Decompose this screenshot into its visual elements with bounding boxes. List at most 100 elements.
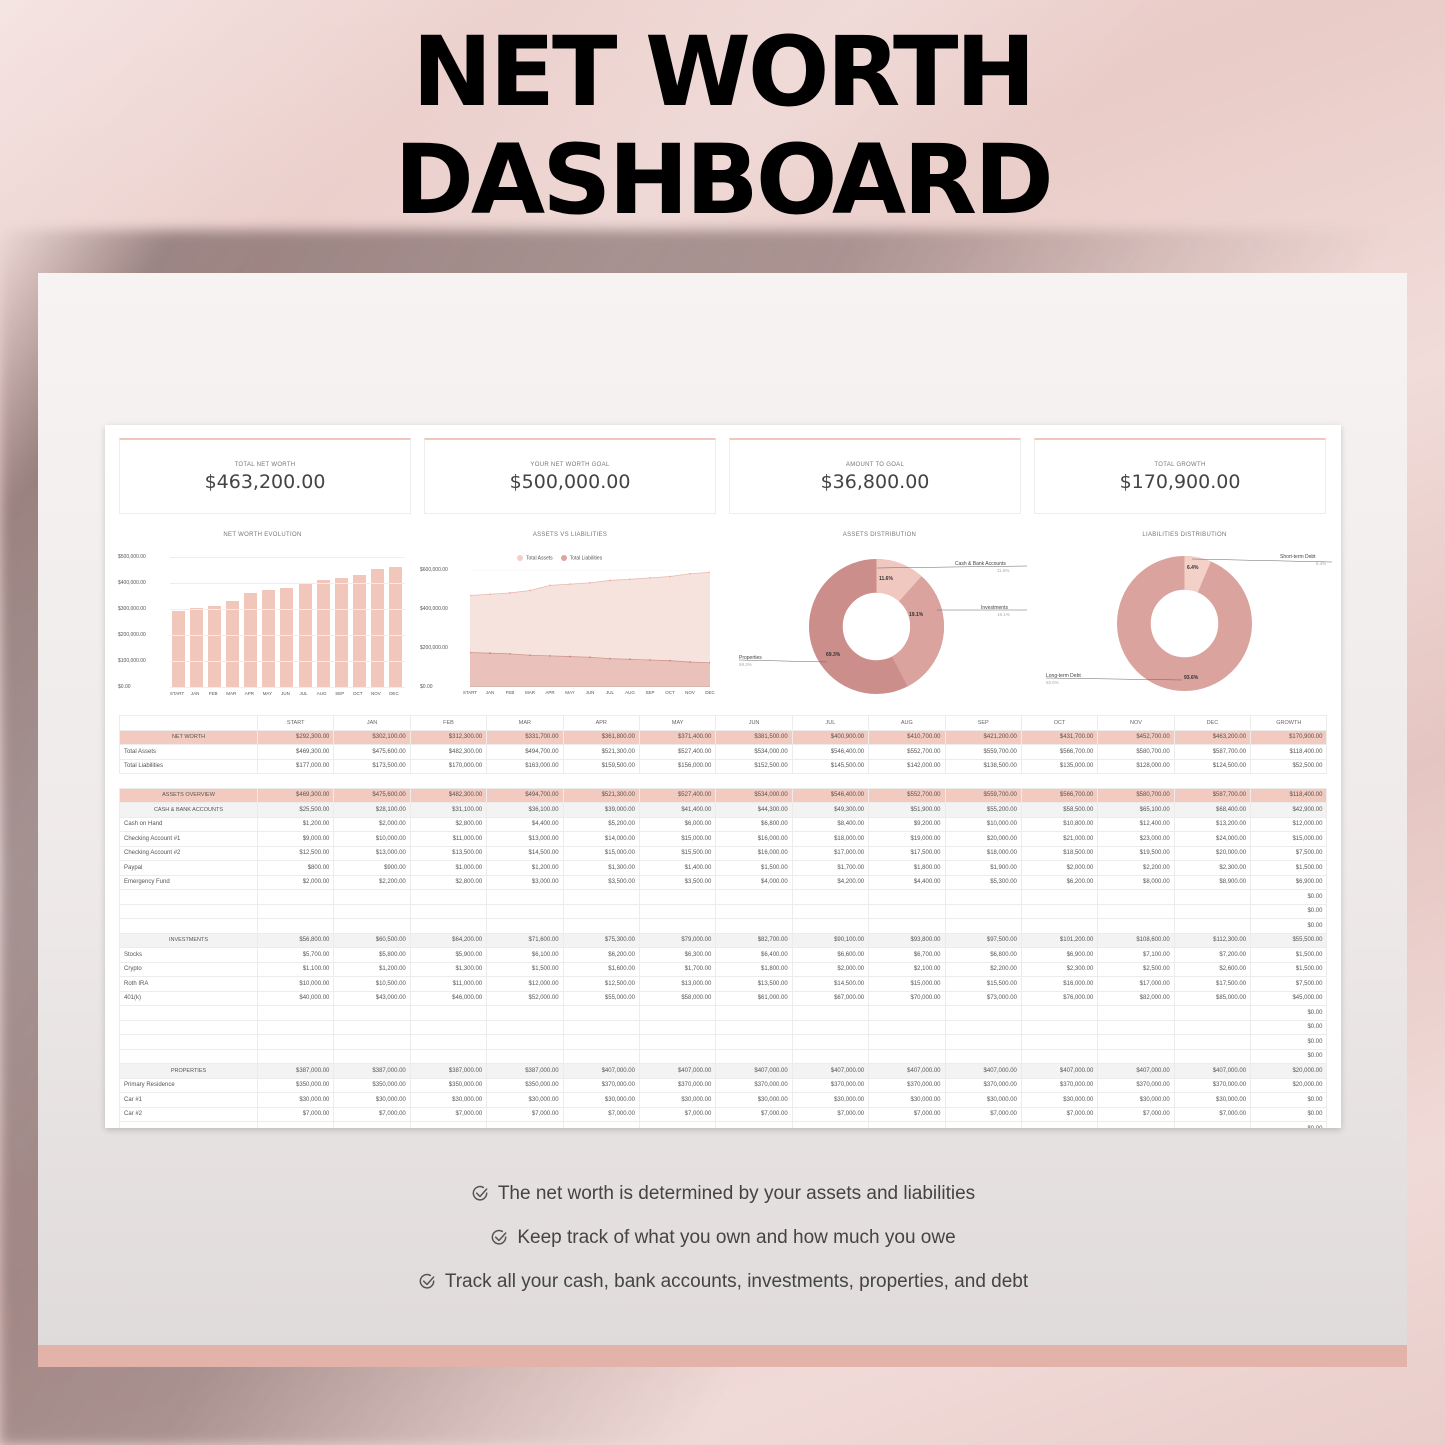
cell[interactable] — [486, 1034, 564, 1050]
row-label[interactable] — [119, 1005, 258, 1021]
cell[interactable]: $7,000.00 — [486, 1106, 564, 1122]
cell[interactable]: $20,000.00 — [1250, 1063, 1328, 1079]
cell[interactable] — [1097, 1034, 1175, 1050]
row-label[interactable]: Crypto — [119, 961, 258, 977]
cell[interactable]: $3,500.00 — [638, 874, 717, 890]
cell[interactable]: $156,000.00 — [638, 758, 717, 774]
cell[interactable]: $400,900.00 — [791, 729, 870, 745]
cell[interactable]: $10,000.00 — [944, 816, 1022, 832]
cell[interactable]: $552,700.00 — [868, 787, 946, 803]
row-label[interactable]: Total Liabilities — [119, 758, 258, 774]
cell[interactable]: $39,000.00 — [562, 802, 640, 818]
cell[interactable]: $28,100.00 — [333, 802, 411, 818]
cell[interactable] — [868, 918, 946, 934]
cell[interactable] — [715, 1005, 793, 1021]
cell[interactable] — [409, 1121, 488, 1128]
cell[interactable]: $128,000.00 — [1097, 758, 1175, 774]
cell[interactable] — [791, 1121, 870, 1128]
cell[interactable] — [256, 1005, 335, 1021]
cell[interactable]: $7,000.00 — [409, 1106, 488, 1122]
cell[interactable]: $42,900.00 — [1250, 802, 1328, 818]
cell[interactable]: $7,000.00 — [1020, 1106, 1099, 1122]
row-label[interactable] — [119, 889, 258, 905]
cell[interactable]: $30,000.00 — [256, 1092, 335, 1108]
cell[interactable] — [409, 1019, 488, 1035]
cell[interactable]: $12,000.00 — [486, 976, 564, 992]
cell[interactable] — [868, 1005, 946, 1021]
cell[interactable] — [256, 1048, 335, 1064]
cell[interactable]: $79,000.00 — [638, 932, 717, 948]
cell[interactable]: $15,000.00 — [562, 845, 640, 861]
cell[interactable] — [715, 1019, 793, 1035]
cell[interactable] — [562, 1005, 640, 1021]
cell[interactable] — [486, 1005, 564, 1021]
row-label[interactable]: ASSETS OVERVIEW — [119, 787, 258, 803]
cell[interactable]: $482,300.00 — [409, 787, 488, 803]
row-label[interactable]: Roth IRA — [119, 976, 258, 992]
row-label[interactable]: NET WORTH — [119, 729, 258, 745]
cell[interactable]: $10,000.00 — [256, 976, 335, 992]
cell[interactable]: $101,200.00 — [1020, 932, 1099, 948]
cell[interactable]: $7,000.00 — [638, 1106, 717, 1122]
cell[interactable] — [256, 1121, 335, 1128]
cell[interactable]: $6,100.00 — [486, 947, 564, 963]
cell[interactable]: $361,800.00 — [562, 729, 640, 745]
cell[interactable] — [562, 889, 640, 905]
cell[interactable]: $7,000.00 — [256, 1106, 335, 1122]
cell[interactable]: $521,300.00 — [562, 787, 640, 803]
cell[interactable]: $4,000.00 — [715, 874, 793, 890]
cell[interactable]: $2,500.00 — [1097, 961, 1175, 977]
cell[interactable]: $407,000.00 — [944, 1063, 1022, 1079]
cell[interactable]: $45,000.00 — [1250, 990, 1328, 1006]
cell[interactable] — [562, 1019, 640, 1035]
cell[interactable]: $3,500.00 — [562, 874, 640, 890]
cell[interactable]: $1,500.00 — [1250, 860, 1328, 876]
cell[interactable] — [333, 1048, 411, 1064]
cell[interactable]: $6,800.00 — [715, 816, 793, 832]
cell[interactable]: $85,000.00 — [1173, 990, 1252, 1006]
row-label[interactable] — [119, 1121, 258, 1128]
row-label[interactable]: Primary Residence — [119, 1077, 258, 1093]
cell[interactable]: $370,000.00 — [638, 1077, 717, 1093]
cell[interactable]: $173,500.00 — [333, 758, 411, 774]
cell[interactable]: $30,000.00 — [868, 1092, 946, 1108]
cell[interactable]: $49,300.00 — [791, 802, 870, 818]
cell[interactable]: $82,700.00 — [715, 932, 793, 948]
cell[interactable]: $55,500.00 — [1250, 932, 1328, 948]
cell[interactable]: $14,500.00 — [486, 845, 564, 861]
cell[interactable]: $159,500.00 — [562, 758, 640, 774]
cell[interactable]: $1,700.00 — [638, 961, 717, 977]
cell[interactable]: $13,500.00 — [715, 976, 793, 992]
cell[interactable]: $17,000.00 — [791, 845, 870, 861]
cell[interactable] — [868, 903, 946, 919]
cell[interactable]: $312,300.00 — [409, 729, 488, 745]
cell[interactable]: $51,900.00 — [868, 802, 946, 818]
cell[interactable]: $534,000.00 — [715, 744, 793, 760]
row-label[interactable] — [119, 918, 258, 934]
cell[interactable]: $7,000.00 — [944, 1106, 1022, 1122]
cell[interactable]: $7,100.00 — [1097, 947, 1175, 963]
cell[interactable]: $20,000.00 — [944, 831, 1022, 847]
cell[interactable]: $52,000.00 — [486, 990, 564, 1006]
cell[interactable]: $7,500.00 — [1250, 976, 1328, 992]
cell[interactable]: $6,200.00 — [1020, 874, 1099, 890]
cell[interactable]: $1,700.00 — [791, 860, 870, 876]
cell[interactable]: $5,900.00 — [409, 947, 488, 963]
cell[interactable]: $1,200.00 — [256, 816, 335, 832]
cell[interactable] — [333, 903, 411, 919]
cell[interactable]: $12,400.00 — [1097, 816, 1175, 832]
cell[interactable]: $11,000.00 — [409, 976, 488, 992]
cell[interactable]: $14,000.00 — [562, 831, 640, 847]
cell[interactable]: $1,400.00 — [638, 860, 717, 876]
cell[interactable] — [409, 918, 488, 934]
cell[interactable] — [333, 1019, 411, 1035]
cell[interactable]: $12,000.00 — [1250, 816, 1328, 832]
cell[interactable]: $44,300.00 — [715, 802, 793, 818]
cell[interactable] — [1173, 889, 1252, 905]
cell[interactable]: $370,000.00 — [1173, 1077, 1252, 1093]
cell[interactable]: $55,200.00 — [944, 802, 1022, 818]
cell[interactable]: $6,000.00 — [638, 816, 717, 832]
cell[interactable] — [868, 1034, 946, 1050]
cell[interactable]: $2,200.00 — [333, 874, 411, 890]
cell[interactable]: $2,000.00 — [256, 874, 335, 890]
